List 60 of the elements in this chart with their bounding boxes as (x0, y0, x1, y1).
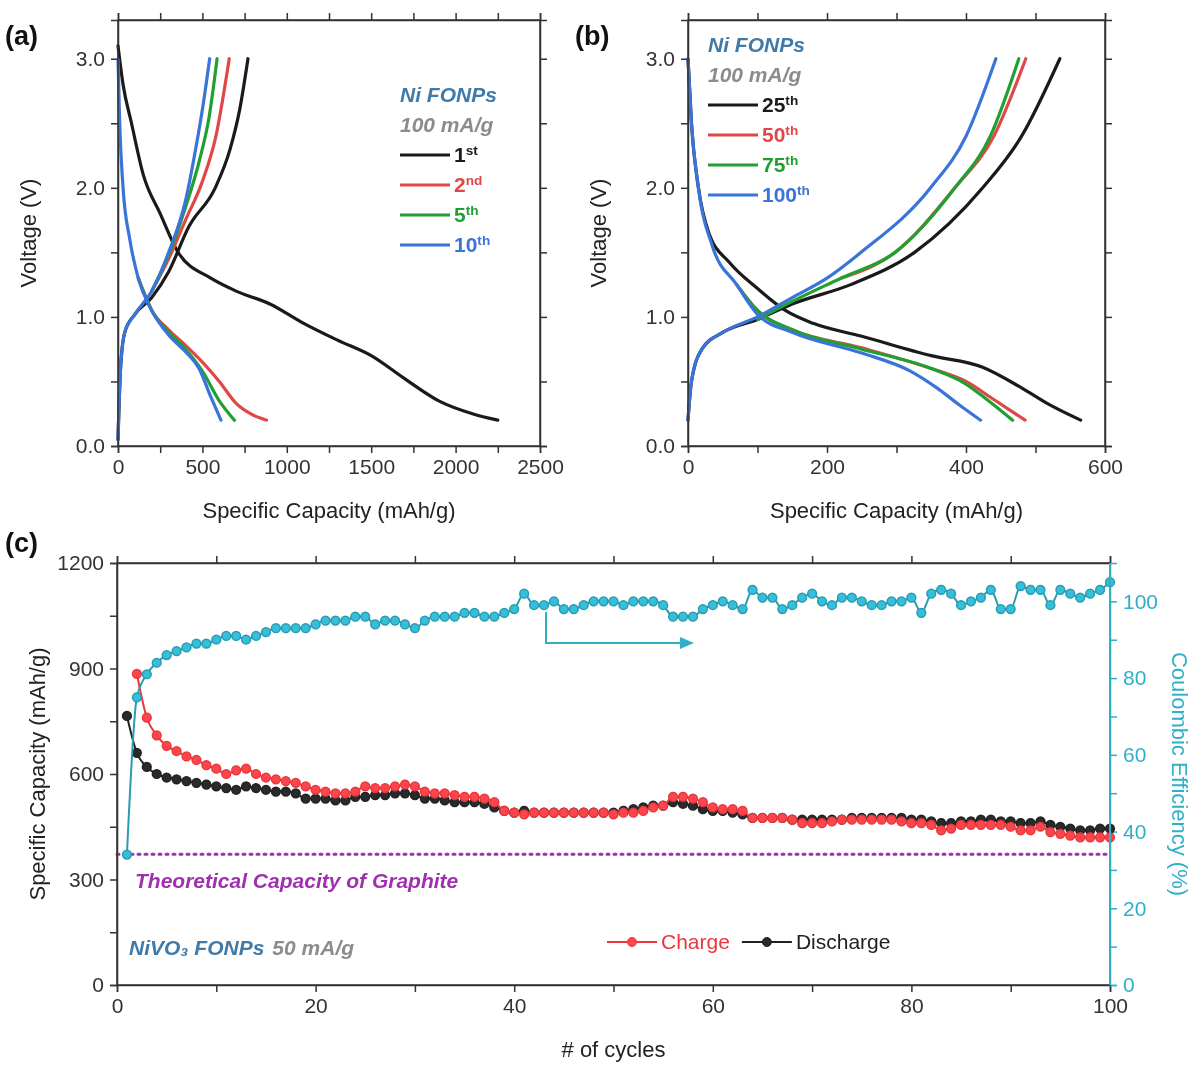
x-axis-title: Specific Capacity (mAh/g) (769, 498, 1024, 523)
x-tick-label: 80 (900, 993, 924, 1017)
chart-title: (a) (5, 21, 38, 51)
x-tick-label: 40 (503, 993, 527, 1017)
legend-label: 25$^{th}$ (762, 92, 799, 116)
y-axis-title: Specific Capacity (mAh/g) (25, 647, 50, 901)
legend-label: Discharge (795, 930, 891, 953)
y-tick-label: 1.0 (645, 305, 675, 329)
annotation: NiVO₃ FONPs (129, 936, 265, 959)
legend-label: 75$^{th}$ (762, 152, 799, 176)
y-tick-label: 0.0 (645, 434, 675, 458)
y-tick-label: 900 (68, 656, 104, 680)
annotation: 100 mA/g (400, 113, 494, 136)
x-tick-label: 20 (304, 993, 328, 1017)
x-tick-label: 0 (682, 454, 695, 478)
y-tick-label: 0.0 (75, 434, 105, 458)
y2-tick-label: 100 (1123, 589, 1159, 613)
y-tick-label: 2.0 (75, 176, 105, 200)
legend-label: 1$^{st}$ (454, 142, 479, 166)
annotation: Ni FONPs (400, 83, 497, 106)
x-tick-label: 2500 (517, 454, 564, 478)
y-tick-label: 3.0 (645, 46, 675, 70)
chart-title: (c) (5, 528, 38, 558)
legend-label: Charge (661, 930, 730, 953)
legend-label: 10$^{th}$ (454, 232, 491, 256)
x-tick-label: 500 (185, 454, 221, 478)
y-tick-label: 600 (68, 762, 104, 786)
y-tick-label: 2.0 (645, 176, 675, 200)
y2-tick-label: 80 (1123, 666, 1147, 690)
annotation: 50 mA/g (272, 936, 355, 959)
y-tick-label: 1.0 (75, 305, 105, 329)
x-tick-label: 0 (112, 454, 125, 478)
chart-title: (b) (575, 21, 610, 51)
y-tick-label: 3.0 (75, 46, 105, 70)
x-tick-label: 600 (1087, 454, 1124, 478)
x-axis-title: Specific Capacity (mAh/g) (202, 498, 456, 523)
x-tick-label: 1000 (263, 454, 311, 478)
y-tick-label: 0 (92, 973, 104, 997)
x-tick-label: 200 (809, 454, 846, 478)
y-axis-title: Voltage (V) (16, 178, 41, 288)
y-axis-title: Voltage (V) (586, 178, 611, 288)
y-tick-label: 300 (68, 867, 104, 891)
x-tick-label: 0 (111, 993, 124, 1017)
legend-label: 2$^{nd}$ (454, 172, 483, 196)
legend-label: 100$^{th}$ (762, 182, 810, 206)
y2-axis-title: Coulombic Efficiency (%) (1167, 651, 1192, 897)
ref-line-label: Theoretical Capacity of Graphite (135, 869, 459, 893)
x-tick-label: 400 (948, 454, 985, 478)
annotation: 100 mA/g (708, 63, 802, 86)
y2-tick-label: 20 (1123, 896, 1147, 920)
y2-tick-label: 60 (1123, 743, 1147, 767)
x-tick-label: 60 (701, 993, 725, 1017)
annotation: Ni FONPs (708, 33, 805, 56)
y-tick-label: 1200 (57, 551, 104, 575)
legend-label: 50$^{th}$ (762, 122, 799, 146)
x-tick-label: 1500 (348, 454, 396, 478)
x-axis-title: # of cycles (561, 1037, 666, 1062)
x-tick-label: 2000 (432, 454, 480, 478)
legend-label: 5$^{th}$ (454, 202, 479, 226)
y2-tick-label: 40 (1123, 819, 1147, 843)
